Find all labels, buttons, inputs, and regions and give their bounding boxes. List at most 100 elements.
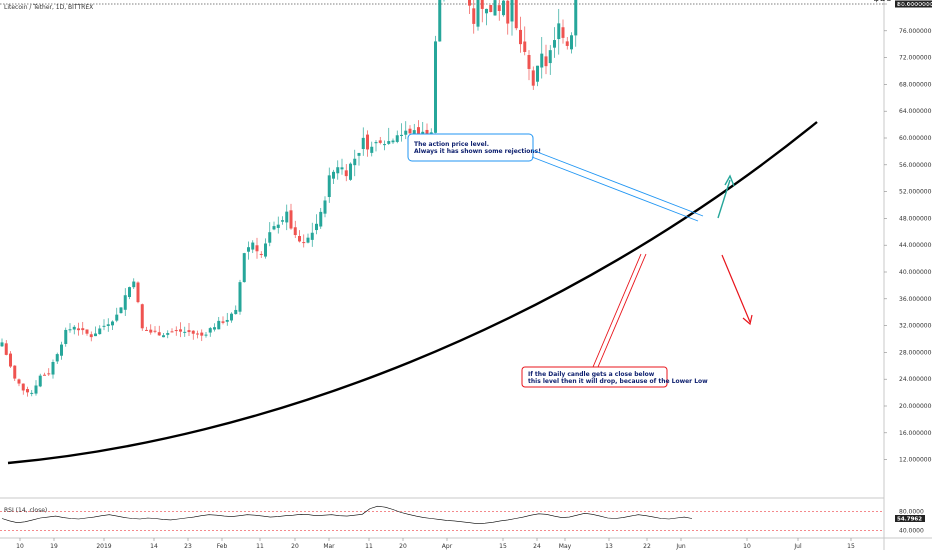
trend-curve-path [7,121,818,465]
rsi-upper-label: 80.0000 [899,508,924,515]
candle-body [174,330,178,332]
candle-body [357,152,361,156]
x-tick-label: Jun [675,543,686,550]
up-arrow-shaft [717,179,731,219]
candle-body [191,330,195,334]
rsi-value-label: 54.7962 [897,517,922,523]
candle-body [17,379,21,384]
candle-body [166,333,170,335]
candle-body [204,334,208,336]
callout-pointer-action [531,149,704,217]
candle-body [281,220,284,222]
candle-body [21,383,25,391]
candle-body [200,332,204,336]
x-tick-label: 24 [533,543,541,550]
x-tick-label: 20 [291,543,299,550]
x-tick-label: 20 [399,543,407,550]
candle-body [276,224,280,228]
callout-text-action: Always it has shown some rejections! [414,148,541,155]
candle-body [523,41,527,52]
y-tick-label: 36.00000000 [899,296,932,303]
candle-body [315,223,318,231]
candle-body [510,0,514,22]
candle-body [187,330,191,333]
y-tick-label: 72.00000000 [899,55,932,62]
candle-body [540,53,544,68]
down-arrow-shaft [721,254,751,323]
candle-body [196,333,199,335]
callout-box-daily-close [521,366,668,388]
horizontal-levels: $100100.00000000$9090.00000000$8080.0000… [0,0,932,8]
candle-body [4,343,8,355]
candle-body [497,5,501,11]
candle-body [60,344,63,356]
candle-body [438,0,442,42]
candle-body [13,365,17,379]
candle-body [43,374,46,376]
x-tick-label: 2019 [96,543,111,550]
candle-body [336,167,340,174]
y-tick-label: 56.00000000 [899,162,932,169]
x-tick-label: 23 [184,543,192,550]
candle-body [417,127,420,137]
candle-body [153,330,157,332]
rsi-line [1,505,693,525]
rsi-lower-label: 40.0000 [899,527,924,534]
y-tick-label: 64.00000000 [899,108,932,115]
candle-body [47,373,51,375]
candle-body [527,54,531,69]
candle-body [468,0,471,6]
candle-body [26,389,29,393]
candle-body [340,167,344,170]
candle-body [162,335,165,338]
candle-body [170,331,174,333]
candle-body [9,353,12,367]
candle-body [412,130,416,136]
candle-body [425,129,429,138]
candle-body [344,170,348,177]
candle-body [553,40,556,48]
candle-body [38,375,42,387]
x-tick-label: Feb [217,543,228,550]
candle-body [221,321,225,323]
candle-body [289,210,293,229]
candle-body [434,41,437,133]
candle-body [370,146,374,153]
candle-body [111,321,114,326]
y-tick-label: 24.00000000 [899,376,932,383]
x-tick-label: 10 [16,543,24,550]
candle-body [77,328,80,331]
down-arrow-head [742,314,753,326]
candle-body [544,56,548,67]
candle-body [565,41,569,46]
candle-body [102,325,106,327]
callout-text-action: The action price level. [414,141,489,148]
candle-body [332,171,335,179]
candle-body [119,307,123,314]
candle-body [383,144,386,146]
candle-body [319,211,323,227]
candle-body [106,324,110,326]
x-tick-label: 11 [256,543,264,550]
candle-body [51,361,55,375]
candle-body [268,232,272,243]
candle-body [378,140,382,143]
callout-pointer-daily-close [592,253,642,368]
x-tick-label: 15 [847,543,855,550]
price-tag-label-$80: 80.00000000 [897,2,932,8]
candle-body [115,314,119,321]
candle-body [230,313,233,321]
candle-body [395,135,399,142]
candle-body [310,232,314,240]
y-tick-label: 80.00000000 [899,1,932,8]
candle-body [34,385,38,394]
y-tick-label: 28.00000000 [899,349,932,356]
candle-body [0,342,4,347]
up-arrow-head [724,174,735,187]
rsi-value-tag [895,515,925,522]
candle-body [531,70,535,86]
annotations: The action price level.Always it has sho… [407,133,708,388]
candle-body [502,0,505,16]
candle-body [302,242,306,244]
